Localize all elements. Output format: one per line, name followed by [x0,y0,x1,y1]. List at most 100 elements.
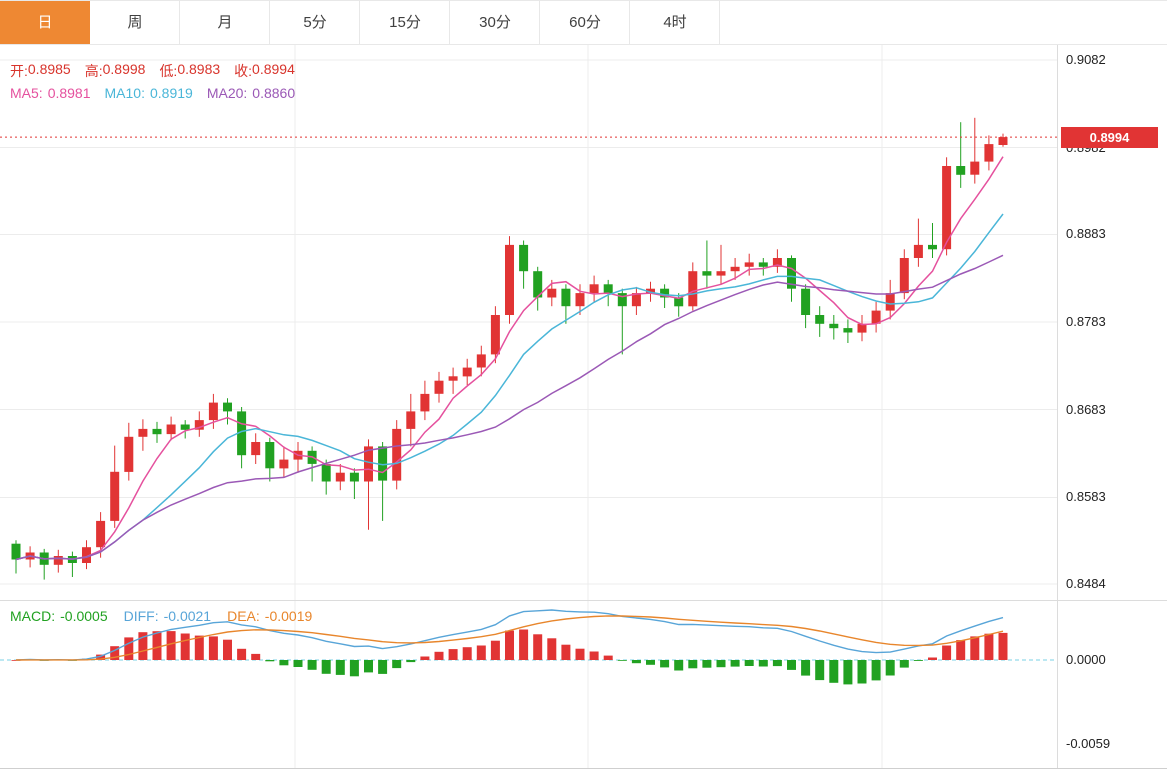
candle-body [829,323,839,329]
macd-bar [96,654,106,660]
tab-5分[interactable]: 5分 [270,1,360,44]
macd-chart-svg[interactable] [0,601,1057,768]
macd-panel: MACD: -0.0005 DIFF: -0.0021 DEA: -0.0019 0.… [0,600,1167,768]
high-label: 高: [84,63,103,79]
macd-bar [378,660,388,674]
macd-bar [815,660,825,681]
macd-bar [223,639,232,660]
candle-body [194,420,204,430]
candle-body [942,166,952,250]
candle-body [110,471,120,521]
macd-bar [885,660,895,676]
candle-body [660,288,670,298]
macd-bar [702,660,712,668]
tab-60分[interactable]: 60分 [540,1,630,44]
macd-bar [406,660,416,663]
y-axis-label: 0.9082 [1066,52,1106,67]
candle-body [561,288,571,307]
candle-body [871,310,881,324]
low-label: 低: [159,63,178,79]
macd-value: -0.0005 [60,608,108,624]
macd-bar [589,651,599,660]
tab-15分[interactable]: 15分 [360,1,450,44]
tab-30分[interactable]: 30分 [450,1,540,44]
macd-bar [547,638,557,660]
macd-bar [448,649,458,660]
ma10-line [15,213,1004,561]
diff-field: DIFF: -0.0021 [124,608,211,624]
dea-label: DEA: [227,608,260,624]
macd-bar [321,660,331,674]
ma5-value: 0.8981 [47,85,91,101]
macd-bar [928,657,937,660]
tab-日[interactable]: 日 [0,1,90,44]
candle-body [970,161,980,175]
macd-bar [984,633,994,660]
macd-bar [364,660,373,673]
candle-body [448,376,458,381]
macd-bar [194,635,204,660]
macd-bar [772,660,782,667]
macd-axis-label: 0.0000 [1066,652,1106,667]
ma20-value: 0.8860 [252,85,296,101]
macd-bar [138,632,148,660]
macd-bar [166,631,176,660]
close-field: 收: 0.8994 [234,61,295,81]
macd-bar [617,660,627,661]
open-label: 开: [10,63,28,79]
macd-bar [349,660,359,677]
macd-bar [434,651,444,660]
macd-bar [688,660,698,669]
candlestick-chart-svg[interactable] [0,45,1057,600]
candle-body [702,271,712,276]
candle-body [744,262,754,267]
macd-bar [462,647,472,660]
macd-bar [265,660,275,662]
candle-body [166,424,176,435]
candle-body [913,244,923,258]
open-field: 开: 0.8985 [10,61,71,81]
macd-field: MACD: -0.0005 [10,608,108,624]
macd-bar [476,645,486,660]
candle-body [124,436,134,472]
candle-body [364,446,373,482]
macd-bar [237,648,247,660]
candle-body [589,284,599,294]
ma20-line [15,254,1004,561]
candle-body [476,354,486,368]
dea-line [15,615,1004,661]
macd-bar [533,634,543,660]
candle-body [223,402,232,412]
tab-4时[interactable]: 4时 [630,1,720,44]
ma5-label: MA5: [10,85,43,101]
tab-周[interactable]: 周 [90,1,180,44]
macd-bar [603,655,613,660]
y-axis-label: 0.8683 [1066,401,1106,417]
timeframe-tabbar: 日周月 5分 15分 30分 60分 4时 [0,0,1167,45]
candle-body [772,258,782,267]
candle-body [251,442,261,456]
candle-body [815,315,825,324]
candle-body [519,244,529,272]
candle-body [82,547,91,563]
candle-body [490,315,500,355]
macd-bar [307,660,317,670]
candle-body [998,137,1008,145]
macd-bar [674,660,684,671]
macd-bar [631,660,641,664]
macd-legend: MACD: -0.0005 DIFF: -0.0021 DEA: -0.0019 [10,608,312,624]
candle-body [420,393,430,412]
candle-body [631,293,641,307]
macd-bar [646,660,655,665]
candle-body [758,262,768,267]
candle-body [335,472,345,482]
macd-axis-label: -0.0059 [1066,736,1111,751]
macd-bar [801,660,811,676]
candle-body [617,293,627,307]
last-price-badge: 0.8994 [1061,127,1158,149]
ma5-field: MA5: 0.8981 [10,85,91,101]
macd-bar [124,637,134,660]
macd-bar [899,660,909,668]
macd-bar [293,660,303,667]
tab-月[interactable]: 月 [180,1,270,44]
